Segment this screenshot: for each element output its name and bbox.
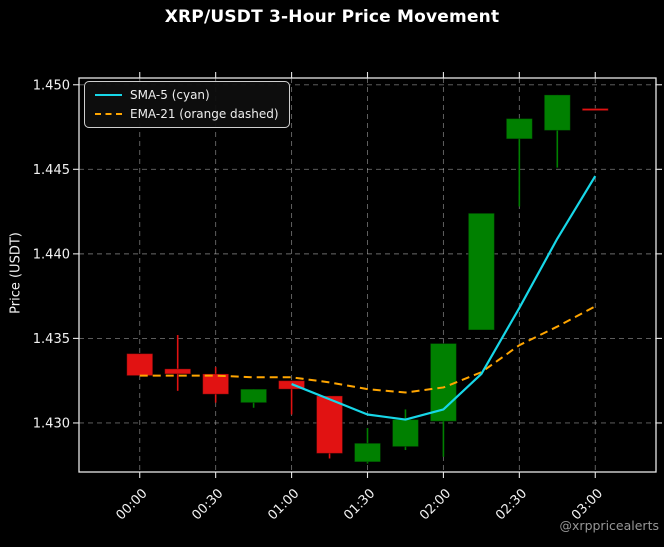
plot-border xyxy=(78,77,657,473)
sma-line-swatch xyxy=(95,94,122,96)
candle-body xyxy=(505,118,533,140)
chart-title: XRP/USDT 3-Hour Price Movement xyxy=(164,7,500,27)
x-tick-label: 00:30 xyxy=(189,486,226,523)
y-tick-label: 1.445 xyxy=(33,163,70,178)
candle-body xyxy=(391,419,419,448)
x-tick-label: 02:30 xyxy=(493,486,530,523)
sma-line xyxy=(291,175,597,421)
candle-body xyxy=(126,353,154,377)
y-tick-label: 1.435 xyxy=(33,332,70,347)
x-tick-label: 01:30 xyxy=(341,486,378,523)
legend-item-ema: EMA-21 (orange dashed) xyxy=(95,107,279,121)
candle-body xyxy=(316,395,344,454)
y-tick-label: 1.440 xyxy=(33,247,70,262)
ema-line xyxy=(139,305,596,394)
candle-body xyxy=(164,368,192,375)
candle-body xyxy=(467,212,495,331)
watermark: @xrppricealerts xyxy=(559,518,659,533)
candle-body xyxy=(202,373,230,395)
legend-label-sma: SMA-5 (cyan) xyxy=(130,88,210,102)
y-tick-label: 1.450 xyxy=(33,78,70,93)
legend: SMA-5 (cyan) EMA-21 (orange dashed) xyxy=(84,81,290,128)
ema-line-swatch xyxy=(95,113,122,115)
candle-body xyxy=(543,94,571,131)
candle-body xyxy=(354,442,381,463)
x-tick-label: 02:00 xyxy=(417,486,454,523)
x-tick-label: 01:00 xyxy=(265,486,302,523)
candle-body xyxy=(240,388,268,404)
y-axis-label: Price (USDT) xyxy=(8,232,24,314)
y-tick-label: 1.430 xyxy=(33,416,70,431)
legend-label-ema: EMA-21 (orange dashed) xyxy=(130,107,279,121)
candle-body xyxy=(581,107,609,112)
legend-item-sma: SMA-5 (cyan) xyxy=(95,88,279,102)
x-tick-label: 00:00 xyxy=(113,486,150,523)
